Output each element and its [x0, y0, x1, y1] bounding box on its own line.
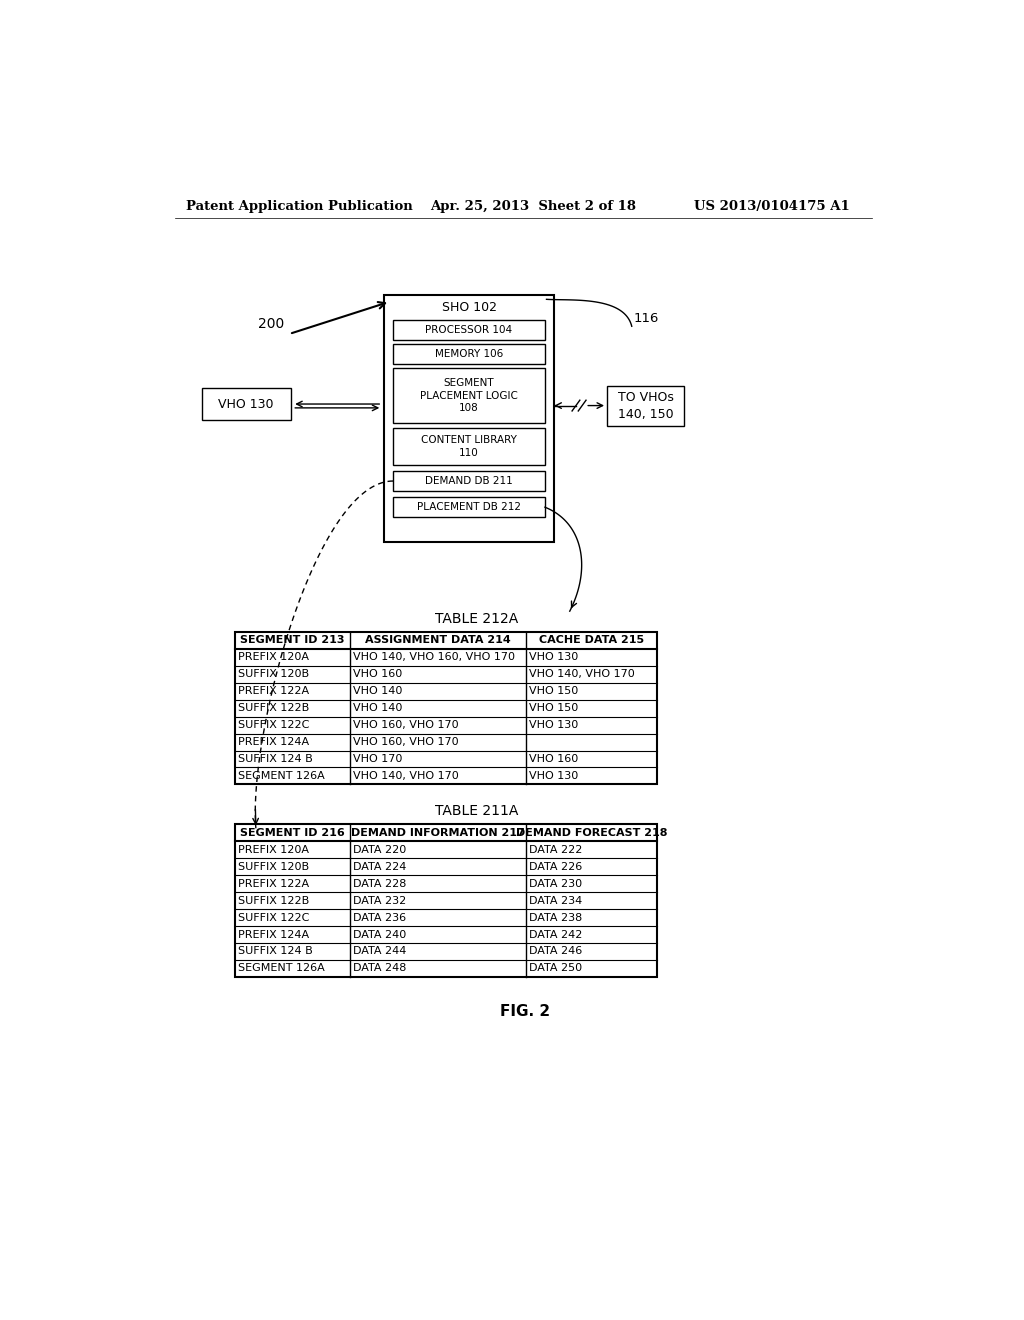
Text: SUFFIX 124 B: SUFFIX 124 B — [238, 946, 312, 957]
FancyBboxPatch shape — [393, 368, 545, 424]
Text: VHO 140: VHO 140 — [352, 704, 402, 713]
Text: TO VHOs
140, 150: TO VHOs 140, 150 — [617, 391, 674, 421]
Text: SEGMENT 126A: SEGMENT 126A — [238, 964, 325, 973]
Text: 200: 200 — [258, 317, 285, 331]
Text: SEGMENT
PLACEMENT LOGIC
108: SEGMENT PLACEMENT LOGIC 108 — [420, 378, 518, 413]
Text: DATA 246: DATA 246 — [529, 946, 583, 957]
Text: PROCESSOR 104: PROCESSOR 104 — [425, 325, 513, 335]
Text: ASSIGNMENT DATA 214: ASSIGNMENT DATA 214 — [366, 635, 511, 645]
Text: FIG. 2: FIG. 2 — [500, 1005, 550, 1019]
Text: VHO 150: VHO 150 — [529, 704, 579, 713]
Text: MEMORY 106: MEMORY 106 — [435, 348, 503, 359]
Text: DEMAND INFORMATION 217: DEMAND INFORMATION 217 — [351, 828, 525, 838]
FancyBboxPatch shape — [607, 385, 684, 425]
Text: PREFIX 120A: PREFIX 120A — [238, 652, 309, 663]
Text: DATA 242: DATA 242 — [529, 929, 583, 940]
Text: DATA 222: DATA 222 — [529, 845, 583, 855]
Text: SUFFIX 120B: SUFFIX 120B — [238, 669, 309, 680]
FancyBboxPatch shape — [202, 388, 291, 420]
Text: DATA 240: DATA 240 — [352, 929, 406, 940]
Text: VHO 130: VHO 130 — [218, 397, 274, 411]
Text: DATA 244: DATA 244 — [352, 946, 407, 957]
Text: DATA 236: DATA 236 — [352, 912, 406, 923]
Text: DATA 226: DATA 226 — [529, 862, 583, 871]
Text: VHO 170: VHO 170 — [352, 754, 402, 764]
FancyBboxPatch shape — [384, 296, 554, 543]
Text: VHO 130: VHO 130 — [529, 721, 579, 730]
Text: CACHE DATA 215: CACHE DATA 215 — [539, 635, 644, 645]
FancyBboxPatch shape — [393, 428, 545, 465]
Text: SEGMENT 126A: SEGMENT 126A — [238, 771, 325, 781]
Text: DEMAND FORECAST 218: DEMAND FORECAST 218 — [516, 828, 668, 838]
Text: US 2013/0104175 A1: US 2013/0104175 A1 — [693, 199, 850, 213]
Text: SUFFIX 122C: SUFFIX 122C — [238, 912, 309, 923]
Text: DATA 230: DATA 230 — [529, 879, 583, 888]
Text: VHO 130: VHO 130 — [529, 771, 579, 781]
Text: DATA 220: DATA 220 — [352, 845, 406, 855]
Text: PREFIX 120A: PREFIX 120A — [238, 845, 309, 855]
Text: PREFIX 124A: PREFIX 124A — [238, 929, 309, 940]
Text: VHO 150: VHO 150 — [529, 686, 579, 696]
Text: DATA 250: DATA 250 — [529, 964, 583, 973]
Text: PLACEMENT DB 212: PLACEMENT DB 212 — [417, 502, 521, 512]
FancyBboxPatch shape — [393, 345, 545, 364]
Text: SHO 102: SHO 102 — [441, 301, 497, 314]
Text: Apr. 25, 2013  Sheet 2 of 18: Apr. 25, 2013 Sheet 2 of 18 — [430, 199, 636, 213]
Text: CONTENT LIBRARY
110: CONTENT LIBRARY 110 — [421, 436, 517, 458]
Text: VHO 160: VHO 160 — [529, 754, 579, 764]
Text: VHO 140, VHO 170: VHO 140, VHO 170 — [352, 771, 459, 781]
Text: SEGMENT ID 216: SEGMENT ID 216 — [240, 828, 345, 838]
Text: DATA 238: DATA 238 — [529, 912, 583, 923]
Text: PREFIX 122A: PREFIX 122A — [238, 686, 309, 696]
Text: TABLE 211A: TABLE 211A — [435, 804, 518, 817]
Text: PREFIX 124A: PREFIX 124A — [238, 737, 309, 747]
Text: DEMAND DB 211: DEMAND DB 211 — [425, 477, 513, 486]
Text: DATA 232: DATA 232 — [352, 896, 406, 906]
Text: SEGMENT ID 213: SEGMENT ID 213 — [240, 635, 344, 645]
Text: VHO 160: VHO 160 — [352, 669, 402, 680]
Text: SUFFIX 122B: SUFFIX 122B — [238, 704, 309, 713]
Text: VHO 140, VHO 170: VHO 140, VHO 170 — [529, 669, 635, 680]
Text: SUFFIX 124 B: SUFFIX 124 B — [238, 754, 312, 764]
FancyBboxPatch shape — [393, 498, 545, 517]
FancyBboxPatch shape — [393, 321, 545, 341]
Text: Patent Application Publication: Patent Application Publication — [186, 199, 413, 213]
Text: SUFFIX 120B: SUFFIX 120B — [238, 862, 309, 871]
Text: VHO 160, VHO 170: VHO 160, VHO 170 — [352, 721, 459, 730]
Text: 116: 116 — [633, 312, 658, 325]
Text: DATA 224: DATA 224 — [352, 862, 407, 871]
Text: VHO 140: VHO 140 — [352, 686, 402, 696]
Text: DATA 248: DATA 248 — [352, 964, 407, 973]
Text: DATA 234: DATA 234 — [529, 896, 583, 906]
Text: SUFFIX 122B: SUFFIX 122B — [238, 896, 309, 906]
Text: VHO 130: VHO 130 — [529, 652, 579, 663]
FancyBboxPatch shape — [234, 632, 656, 784]
FancyBboxPatch shape — [234, 825, 656, 977]
Text: VHO 160, VHO 170: VHO 160, VHO 170 — [352, 737, 459, 747]
Text: VHO 140, VHO 160, VHO 170: VHO 140, VHO 160, VHO 170 — [352, 652, 515, 663]
Text: TABLE 212A: TABLE 212A — [435, 612, 518, 626]
FancyBboxPatch shape — [393, 471, 545, 491]
Text: DATA 228: DATA 228 — [352, 879, 407, 888]
Text: PREFIX 122A: PREFIX 122A — [238, 879, 309, 888]
Text: SUFFIX 122C: SUFFIX 122C — [238, 721, 309, 730]
